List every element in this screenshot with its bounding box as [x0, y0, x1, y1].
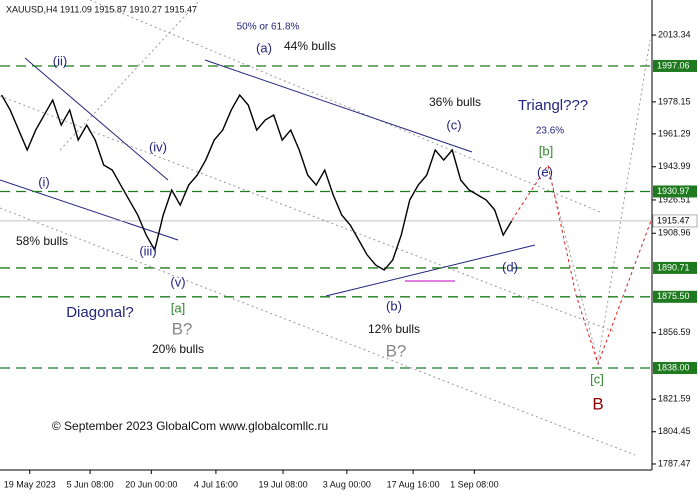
level-label-box: [653, 290, 697, 303]
x-tick-label: 3 Aug 00:00: [323, 479, 371, 489]
x-tick-label: 4 Jul 16:00: [194, 479, 238, 489]
level-label: 1875.50: [657, 291, 690, 301]
trend-line: [325, 244, 536, 297]
trend-line: [204, 59, 473, 153]
y-tick-label: 1961.29: [658, 128, 691, 138]
price-label: 1915.47: [657, 215, 690, 225]
annotation: (d): [502, 259, 518, 274]
annotation: B?: [172, 319, 193, 338]
annotation: (ii): [53, 53, 67, 68]
channel-line: [0, 207, 636, 456]
annotation: (iv): [149, 139, 167, 154]
footer: © September 2023 GlobalCom www.globalcom…: [52, 419, 328, 433]
y-tick-label: 1821.59: [658, 394, 691, 404]
level-label-box: [653, 185, 697, 198]
x-tick-label: 19 Jul 08:00: [259, 479, 308, 489]
y-tick-label: 1926.51: [658, 194, 691, 204]
annotation: (e): [537, 164, 553, 179]
x-tick-label: 5 Jun 08:00: [67, 479, 114, 489]
level-label: 1930.97: [657, 186, 690, 196]
annotation: B: [592, 394, 603, 413]
level-label: 1997.06: [657, 60, 690, 70]
level-label-box: [653, 362, 697, 375]
channel-lines: [0, 0, 651, 456]
annotation: 58% bulls: [16, 234, 68, 248]
trend-line: [0, 179, 179, 241]
annotation: (c): [446, 117, 461, 132]
annotation: (a): [256, 40, 272, 55]
y-tick-label: 1908.96: [658, 228, 691, 238]
y-tick-label: 1978.15: [658, 96, 691, 106]
x-tick-label: 20 Jun 00:00: [125, 479, 177, 489]
x-tick-label: 19 May 2023: [4, 479, 56, 489]
level-label-box: [653, 261, 697, 274]
forecast-path: [511, 163, 653, 366]
level-label: 1838.00: [657, 362, 690, 372]
annotation: 36% bulls: [429, 95, 481, 109]
y-tick-label: 1787.47: [658, 458, 691, 468]
annotation: Diagonal?: [66, 304, 134, 321]
y-tick-label: 1943.99: [658, 161, 691, 171]
channel-line: [59, 0, 201, 151]
annotation: (i): [38, 174, 50, 189]
level-label: 1890.71: [657, 262, 690, 272]
annotation: (iii): [139, 243, 156, 258]
annotation: 23.6%: [536, 126, 564, 137]
x-tick-label: 1 Sep 08:00: [450, 479, 499, 489]
channel-line: [547, 167, 599, 363]
price-series: [1, 93, 513, 271]
annotation: [b]: [539, 143, 553, 158]
annotation: 50% or 61.8%: [237, 22, 300, 33]
channel-line: [89, 0, 601, 213]
level-label-box: [653, 59, 697, 72]
chart-title: XAUUSD,H4 1911.09 1915.87 1910.27 1915.4…: [6, 4, 197, 14]
annotation: (b): [386, 298, 402, 313]
annotation: (v): [170, 274, 185, 289]
annotation: 12% bulls: [368, 322, 420, 336]
annotation: B?: [386, 341, 407, 360]
trend-lines: [0, 57, 536, 297]
trend-line: [24, 57, 169, 181]
y-tick-label: 1856.59: [658, 327, 691, 337]
annotation: Triangl???: [518, 97, 588, 114]
annotation: [c]: [590, 371, 604, 386]
price-label-box: [652, 214, 698, 228]
x-tick-label: 17 Aug 16:00: [387, 479, 440, 489]
annotation: 20% bulls: [152, 342, 204, 356]
y-tick-label: 1804.45: [658, 426, 691, 436]
channel-line: [597, 39, 651, 363]
y-tick-label: 2013.34: [658, 29, 691, 39]
annotation: 44% bulls: [284, 39, 336, 53]
annotation: [a]: [171, 300, 185, 315]
